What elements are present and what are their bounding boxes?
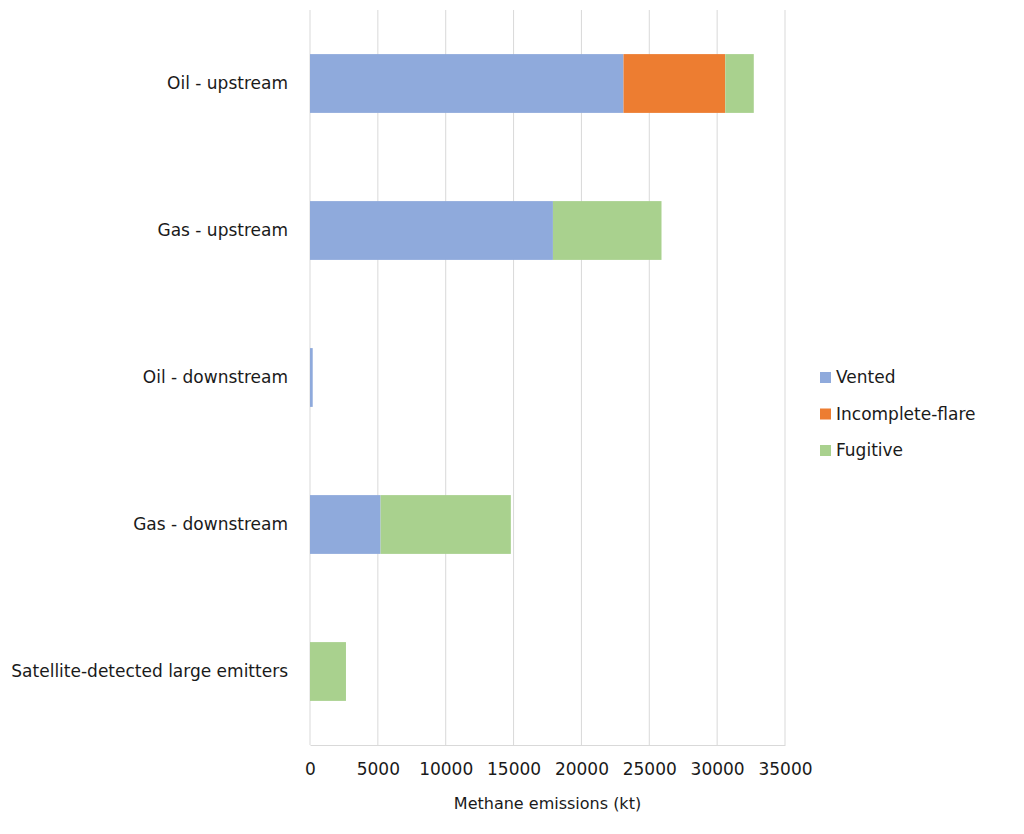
tick: Gas - downstream (133, 514, 310, 534)
tick: 20000 (555, 745, 609, 779)
grid-line (513, 10, 514, 745)
tick-label: 10000 (419, 759, 473, 779)
tick-label: 30000 (691, 759, 745, 779)
tick: Gas - upstream (157, 220, 310, 240)
y-axis: Oil - upstream Gas - upstream Oil - downst… (11, 73, 310, 681)
bar (725, 54, 754, 113)
tick-label: 0 (305, 759, 316, 779)
bar (381, 495, 511, 554)
grid-line (581, 10, 582, 745)
category-label: Satellite-detected large emitters (11, 661, 288, 681)
grid-line (717, 10, 718, 745)
bar (310, 201, 553, 260)
tick: 5000 (357, 745, 400, 779)
bars (310, 54, 754, 701)
tick-label: 20000 (555, 759, 609, 779)
category-label: Oil - downstream (143, 367, 288, 387)
tick-label: 15000 (487, 759, 541, 779)
grid-line (649, 10, 650, 745)
axis-line (311, 745, 786, 746)
tick-label: 25000 (623, 759, 677, 779)
category-label: Gas - upstream (157, 220, 288, 240)
chart: 0 5000 10000 15000 20000 25000 30000 35000 Oil -… (0, 0, 1024, 834)
bar (624, 54, 726, 113)
tick: 15000 (487, 745, 541, 779)
x-axis: 0 5000 10000 15000 20000 25000 30000 35000 (305, 745, 812, 779)
legend-item: Vented (820, 367, 895, 387)
legend-swatch (820, 409, 831, 420)
bar (310, 642, 346, 701)
bar (310, 54, 624, 113)
legend-label: Incomplete-flare (836, 404, 976, 424)
series (624, 54, 726, 113)
legend-label: Vented (836, 367, 895, 387)
tick: 30000 (691, 745, 745, 779)
series (310, 54, 624, 554)
tick: Oil - downstream (143, 367, 310, 387)
bar (310, 495, 381, 554)
grid-line (377, 10, 378, 745)
legend-label: Fugitive (836, 440, 903, 460)
axis-title: Methane emissions (kt) (454, 794, 641, 813)
tick-label: 35000 (758, 759, 812, 779)
tick: 25000 (623, 745, 677, 779)
tick: 0 (305, 745, 316, 779)
tick: Satellite-detected large emitters (11, 661, 310, 681)
tick: 35000 (758, 745, 812, 779)
tick-label: 5000 (357, 759, 400, 779)
legend-item: Incomplete-flare (820, 404, 976, 424)
bar (312, 348, 313, 407)
legend-item: Fugitive (820, 440, 903, 460)
tick: 10000 (419, 745, 473, 779)
category-label: Oil - upstream (167, 73, 288, 93)
bar (553, 201, 662, 260)
legend: Vented Incomplete-flare Fugitive (820, 367, 976, 460)
grid (310, 10, 785, 745)
grid-line (785, 10, 786, 745)
legend-swatch (820, 372, 831, 383)
grid-line (445, 10, 446, 745)
category-label: Gas - downstream (133, 514, 288, 534)
tick: Oil - upstream (167, 73, 310, 93)
bar (310, 348, 313, 407)
legend-swatch (820, 445, 831, 456)
series (310, 54, 754, 701)
bar (312, 348, 313, 407)
